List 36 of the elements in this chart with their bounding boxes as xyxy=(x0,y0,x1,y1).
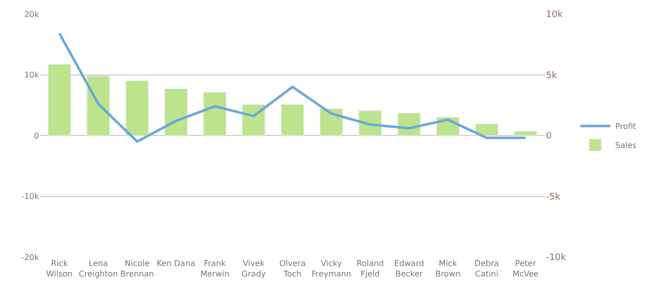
y-tick-label: 20k xyxy=(24,10,40,19)
y-tick-label: -10k xyxy=(21,192,40,202)
x-tick-label: Olvera Toch xyxy=(279,259,306,278)
bar xyxy=(320,108,343,136)
y2-tick-label: 5k xyxy=(546,70,558,81)
x-tick-label: Vivek Grady xyxy=(242,259,266,278)
y-tick-label: 0 xyxy=(34,131,39,140)
x-tick-label: Vicky Freymann xyxy=(312,259,352,278)
x-tick-label: Mick Brown xyxy=(435,259,460,278)
bar xyxy=(86,76,110,136)
bar xyxy=(280,104,304,136)
x-tick-label: Ken Dana xyxy=(156,259,196,268)
y-tick-label: -20k xyxy=(21,252,40,262)
y2-tick-label: -10k xyxy=(546,253,567,264)
y2-tick-label: -5k xyxy=(546,192,561,202)
x-tick-label: Nicole Brennan xyxy=(120,259,154,278)
x-tick-label: Debra Catini xyxy=(474,259,499,278)
y2-tick-label: 0 xyxy=(546,132,552,142)
bar xyxy=(48,64,71,136)
bar xyxy=(126,80,149,136)
bar xyxy=(242,104,266,136)
y2-tick-label: 10k xyxy=(546,10,564,20)
bar xyxy=(164,88,188,136)
line-series xyxy=(58,32,527,143)
y-tick-label: 10k xyxy=(24,70,40,80)
x-tick-label: Rick Wilson xyxy=(46,259,73,278)
legend-label: Profit xyxy=(615,122,636,132)
bar xyxy=(203,92,226,136)
bar xyxy=(514,131,538,136)
x-tick-label: Lena Creighton xyxy=(78,259,118,278)
x-tick-label: Peter McVee xyxy=(512,259,539,278)
legend-label: Sales xyxy=(615,141,637,150)
x-tick-label: Edward Becker xyxy=(394,259,424,278)
x-tick-label: Roland Fjeld xyxy=(356,259,384,278)
x-tick-label: Frank Merwin xyxy=(200,259,230,278)
bar xyxy=(475,124,498,136)
